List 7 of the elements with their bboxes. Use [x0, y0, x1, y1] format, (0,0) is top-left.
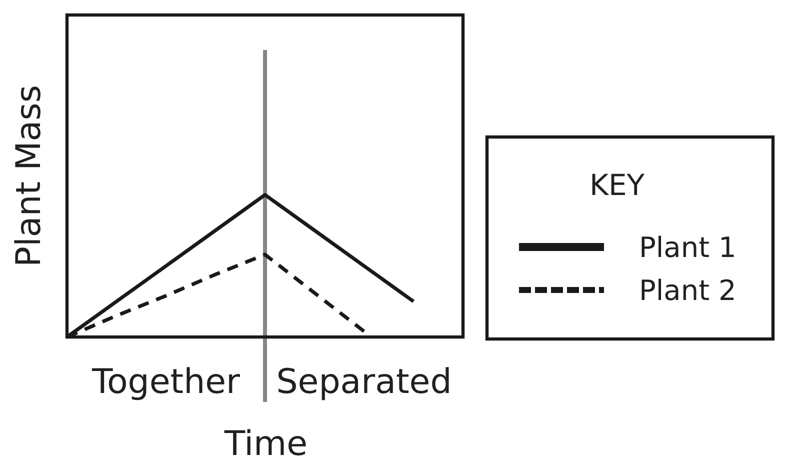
x-axis-title: Time — [223, 424, 308, 464]
y-axis-title: Plant Mass — [9, 84, 49, 268]
x-tick-label: Separated — [276, 362, 452, 402]
x-tick-label: Together — [90, 362, 240, 402]
legend-label: Plant 1 — [639, 231, 736, 264]
legend-title: KEY — [589, 168, 645, 202]
legend-label: Plant 2 — [639, 274, 736, 307]
